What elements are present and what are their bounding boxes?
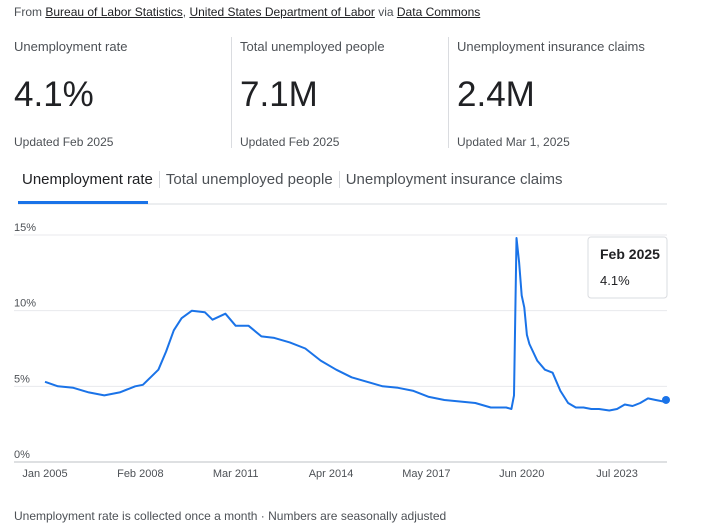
- source-text: ,: [182, 5, 190, 19]
- stat-value: 4.1%: [14, 75, 94, 114]
- tabs: Unemployment rate Total unemployed peopl…: [18, 171, 568, 188]
- stat-updated: Updated Feb 2025: [240, 135, 340, 149]
- separator: [448, 37, 449, 148]
- footer-note: Unemployment rate is collected once a mo…: [14, 509, 447, 523]
- x-tick-label: Feb 2008: [117, 468, 163, 480]
- source-link[interactable]: Data Commons: [396, 5, 481, 19]
- x-tick-label: Jul 2023: [596, 468, 638, 480]
- tooltip: [587, 236, 668, 299]
- separator: [231, 37, 232, 148]
- stat-updated: Updated Mar 1, 2025: [457, 135, 570, 149]
- source-link[interactable]: Bureau of Labor Statistics: [45, 5, 183, 19]
- source-link[interactable]: United States Department of Labor: [189, 5, 375, 19]
- stat-card: Total unemployed people 7.1M Updated Feb…: [240, 37, 385, 149]
- stat-value: 7.1M: [240, 75, 318, 114]
- x-tick-label: Mar 2011: [213, 468, 259, 480]
- stat-label: Total unemployed people: [240, 39, 385, 54]
- tab[interactable]: Unemployment insurance claims: [338, 171, 569, 188]
- tooltip-value: 4.1%: [600, 273, 630, 288]
- x-tick-label: Jun 2020: [499, 468, 544, 480]
- stat-label: Unemployment insurance claims: [457, 39, 645, 54]
- source-text: via: [374, 5, 397, 19]
- y-tick-label: 15%: [14, 222, 36, 234]
- highlight-point: [662, 395, 670, 404]
- x-tick-label: Jan 2005: [22, 468, 67, 480]
- line-series: [44, 237, 667, 412]
- stat-label: Unemployment rate: [14, 39, 128, 54]
- y-tick-label: 5%: [14, 373, 30, 385]
- x-tick-label: Apr 2014: [309, 468, 354, 480]
- stat-updated: Updated Feb 2025: [14, 135, 114, 149]
- source-line: From Bureau of Labor Statistics, United …: [14, 5, 480, 19]
- tab-indicator: [18, 201, 148, 204]
- stat-card: Unemployment insurance claims 2.4M Updat…: [457, 37, 645, 149]
- stat-card: Unemployment rate 4.1% Updated Feb 2025: [14, 37, 128, 149]
- y-tick-label: 0%: [14, 449, 30, 461]
- y-tick-label: 10%: [14, 298, 36, 310]
- stat-value: 2.4M: [457, 75, 535, 114]
- x-tick-label: May 2017: [402, 468, 450, 480]
- source-text: From: [14, 5, 46, 19]
- tooltip-date: Feb 2025: [600, 246, 660, 262]
- tab[interactable]: Unemployment rate: [22, 171, 153, 188]
- tab[interactable]: Total unemployed people: [158, 171, 339, 188]
